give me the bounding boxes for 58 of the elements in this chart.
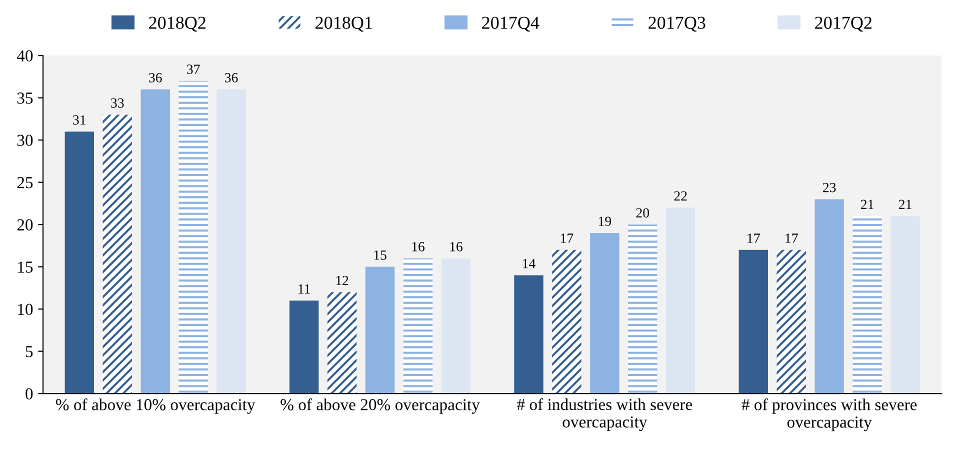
bar (666, 208, 696, 394)
data-label: 23 (822, 182, 836, 192)
data-label: 12 (336, 276, 348, 286)
bar (852, 216, 882, 394)
bar (64, 132, 94, 394)
y-tick-label: 5 (26, 346, 33, 358)
y-tick-label: 25 (17, 177, 33, 188)
y-tick-label: 20 (17, 219, 33, 230)
bar (365, 266, 395, 394)
y-tick-label: 15 (18, 262, 33, 273)
legend-label: 2018Q2 (149, 16, 206, 32)
data-label: 17 (786, 234, 798, 243)
data-label: 14 (523, 258, 536, 268)
bar (216, 89, 246, 394)
y-tick-label: 40 (16, 50, 33, 62)
bar (441, 258, 471, 394)
legend-label: 2017Q2 (815, 16, 872, 32)
data-label: 11 (298, 284, 310, 294)
x-tick-label: # of industries with severe overcapacity (517, 398, 692, 431)
data-label: 21 (860, 200, 874, 209)
bar (403, 258, 433, 394)
y-tick-label: 35 (17, 92, 33, 104)
data-label: 20 (636, 208, 650, 218)
data-label: 33 (111, 98, 124, 108)
data-label: 16 (412, 242, 425, 252)
data-label: 16 (450, 242, 462, 252)
data-label: 36 (225, 73, 238, 82)
data-label: 15 (374, 250, 386, 260)
bar (890, 216, 920, 394)
bar (178, 80, 208, 394)
bar (102, 114, 132, 394)
legend-label: 2017Q4 (482, 16, 540, 32)
bar (738, 250, 768, 394)
data-label: 36 (149, 73, 162, 82)
bar (552, 250, 582, 394)
y-tick-label: 0 (26, 388, 33, 400)
bar (628, 224, 658, 394)
bar (327, 292, 357, 394)
data-label: 17 (560, 234, 574, 243)
data-label: 31 (73, 115, 86, 125)
bar (590, 233, 620, 394)
bar (289, 300, 319, 394)
x-tick-label: % of above 20% overcapacity (280, 398, 480, 414)
data-label: 17 (748, 234, 760, 243)
bar (814, 199, 844, 394)
data-label: 37 (187, 64, 200, 74)
legend-label: 2017Q3 (648, 16, 706, 32)
x-tick-label: % of above 10% overcapacity (56, 398, 256, 414)
data-label: 19 (598, 216, 612, 226)
bar (140, 89, 170, 394)
data-label: 22 (674, 191, 687, 201)
legend-label: 2018Q1 (316, 16, 372, 32)
x-tick-label: # of provinces with severe overcapacity (742, 398, 917, 432)
bar (514, 275, 544, 394)
y-tick-label: 10 (18, 304, 33, 315)
y-tick-label: 30 (17, 134, 33, 146)
bar (776, 250, 806, 394)
data-label: 21 (898, 200, 912, 209)
